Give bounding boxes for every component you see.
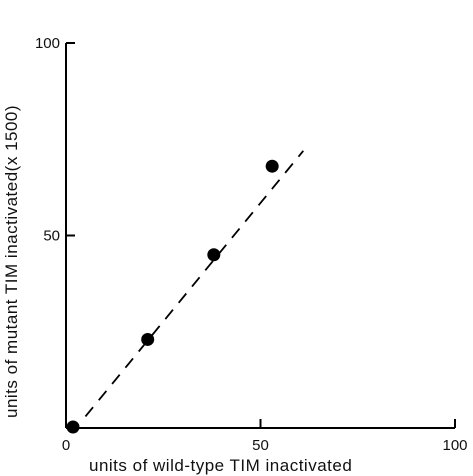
- tick-labels: 0 50 100 50 100: [35, 35, 468, 454]
- data-points: [66, 159, 279, 434]
- x-tick-label: 100: [442, 437, 467, 454]
- fit-line: [84, 150, 304, 418]
- y-tick-label: 100: [35, 35, 60, 52]
- data-point: [207, 248, 221, 262]
- y-axis-label: units of mutant TIM inactivated(x 1500): [2, 105, 21, 418]
- x-axis-label: units of wild-type TIM inactivated: [89, 456, 352, 475]
- data-point: [141, 332, 155, 346]
- data-point: [66, 420, 80, 434]
- x-tick-label: 0: [62, 437, 70, 454]
- y-tick-label: 50: [43, 228, 60, 245]
- data-point: [265, 159, 279, 173]
- fit-line-group: [84, 150, 304, 418]
- x-tick-label: 50: [252, 437, 269, 454]
- axes: [65, 42, 456, 429]
